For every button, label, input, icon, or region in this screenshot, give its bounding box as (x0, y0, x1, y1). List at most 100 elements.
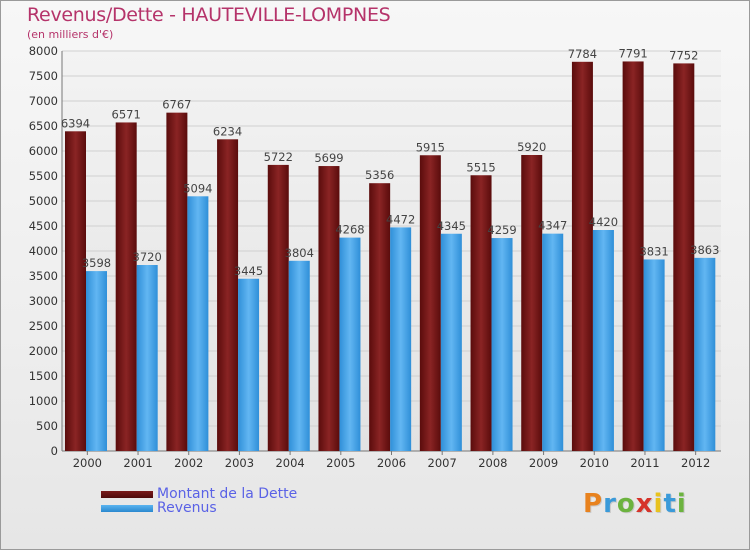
y-tick-label: 7500 (29, 69, 58, 83)
data-label-debt: 6767 (162, 98, 191, 112)
data-label-debt: 5722 (264, 150, 293, 164)
data-label-revenue: 4420 (589, 215, 618, 229)
x-tick-label: 2003 (225, 456, 254, 470)
x-tick-label: 2005 (326, 456, 355, 470)
bar-revenue (694, 257, 716, 451)
x-tick-label: 2007 (428, 456, 457, 470)
legend: Montant de la Dette Revenus (101, 487, 297, 515)
bar-debt (521, 155, 543, 451)
legend-item-revenue: Revenus (101, 501, 297, 515)
logo-letter: i (676, 489, 687, 519)
x-tick-label: 2010 (580, 456, 609, 470)
bar-revenue (491, 238, 513, 451)
data-label-revenue: 4347 (538, 219, 567, 233)
bar-revenue (643, 259, 665, 451)
y-tick-label: 5000 (29, 194, 58, 208)
logo-letter: x (635, 489, 654, 519)
data-label-revenue: 4472 (386, 212, 415, 226)
y-tick-label: 6000 (29, 144, 58, 158)
data-label-debt: 7791 (618, 46, 647, 60)
proxiti-logo: Proxiti (583, 489, 687, 519)
bar-debt (217, 139, 239, 452)
x-tick-label: 2002 (174, 456, 203, 470)
y-tick-label: 7000 (29, 94, 58, 108)
data-label-debt: 5699 (314, 151, 343, 165)
x-tick-label: 2000 (73, 456, 102, 470)
data-label-debt: 6571 (112, 107, 141, 121)
bar-debt (419, 155, 441, 451)
chart-title: Revenus/Dette - HAUTEVILLE-LOMPNES (27, 4, 391, 26)
data-label-debt: 6394 (61, 116, 90, 130)
logo-letter: r (603, 489, 617, 519)
y-tick-label: 4500 (29, 219, 58, 233)
y-tick-label: 3000 (29, 294, 58, 308)
data-label-revenue: 3804 (285, 246, 314, 260)
x-tick-label: 2011 (630, 456, 659, 470)
legend-swatch-revenue (101, 504, 153, 512)
data-label-revenue: 3598 (82, 256, 111, 270)
bar-debt (622, 61, 644, 451)
data-label-debt: 5915 (416, 140, 445, 154)
y-tick-label: 2000 (29, 344, 58, 358)
legend-label-debt: Montant de la Dette (157, 486, 298, 502)
bar-revenue (187, 196, 209, 451)
data-label-debt: 7752 (669, 48, 698, 62)
logo-letter: o (616, 489, 636, 519)
data-label-revenue: 3831 (639, 244, 668, 258)
x-tick-label: 2008 (478, 456, 507, 470)
data-label-revenue: 3863 (690, 243, 719, 257)
data-label-revenue: 5094 (183, 181, 212, 195)
bar-debt (571, 61, 593, 452)
bar-revenue (238, 278, 260, 451)
bar-debt (115, 122, 137, 451)
x-tick-label: 2012 (681, 456, 710, 470)
y-tick-label: 500 (36, 419, 58, 433)
logo-letter: P (583, 489, 604, 519)
logo-letter: i (653, 489, 664, 519)
y-tick-label: 0 (51, 444, 58, 458)
x-tick-label: 2009 (529, 456, 558, 470)
bar-debt (318, 166, 340, 452)
x-tick-label: 2006 (377, 456, 406, 470)
y-tick-label: 5500 (29, 169, 58, 183)
data-label-debt: 5515 (466, 160, 495, 174)
bar-revenue (86, 271, 107, 451)
bar-revenue (339, 237, 361, 451)
chart-subtitle: (en milliers d'€) (27, 28, 114, 41)
data-label-revenue: 3445 (234, 264, 263, 278)
y-tick-label: 1000 (29, 394, 58, 408)
x-tick-label: 2004 (275, 456, 304, 470)
data-label-revenue: 4268 (335, 223, 364, 237)
legend-item-debt: Montant de la Dette (101, 487, 297, 501)
data-label-debt: 5920 (517, 140, 546, 154)
y-tick-label: 8000 (29, 44, 58, 58)
legend-label-revenue: Revenus (157, 500, 217, 516)
data-label-debt: 6234 (213, 124, 242, 138)
bar-debt (65, 131, 86, 452)
bar-revenue (440, 233, 462, 451)
bar-debt (166, 112, 188, 452)
data-label-revenue: 3720 (133, 250, 162, 264)
y-tick-label: 6500 (29, 119, 58, 133)
bar-revenue (288, 260, 310, 451)
y-tick-label: 1500 (29, 369, 58, 383)
data-label-debt: 7784 (568, 47, 597, 61)
bar-revenue (390, 227, 412, 451)
data-label-revenue: 4259 (487, 223, 516, 237)
x-tick-label: 2001 (123, 456, 152, 470)
legend-swatch-debt (101, 490, 153, 498)
logo-letter: t (663, 489, 677, 519)
y-tick-label: 3500 (29, 269, 58, 283)
bar-revenue (592, 230, 614, 451)
bar-revenue (542, 233, 564, 451)
y-tick-label: 4000 (29, 244, 58, 258)
bar-debt (369, 183, 391, 451)
bar-debt (470, 175, 492, 451)
bar-debt (267, 164, 289, 451)
y-tick-label: 2500 (29, 319, 58, 333)
data-label-debt: 5356 (365, 168, 394, 182)
bar-revenue (136, 265, 158, 451)
bar-debt (673, 63, 695, 452)
